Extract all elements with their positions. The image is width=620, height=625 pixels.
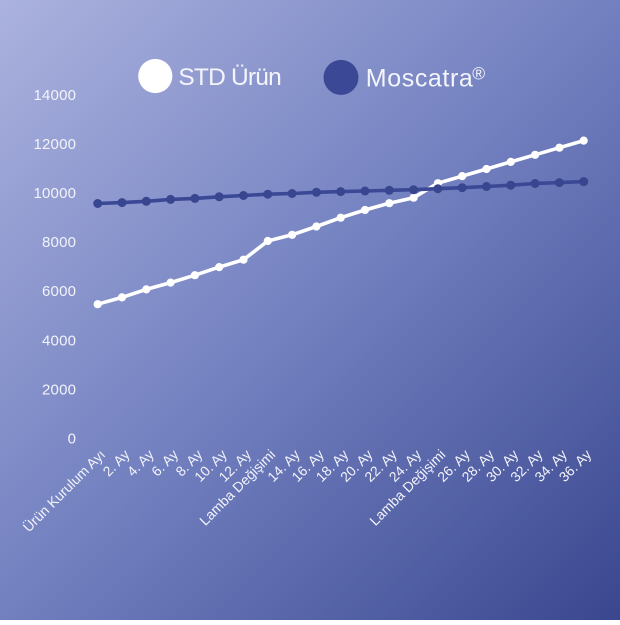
svg-text:STD Ürün: STD Ürün: [178, 64, 281, 91]
svg-text:8000: 8000: [42, 234, 76, 251]
svg-text:®: ®: [472, 64, 485, 84]
svg-text:Ürün Kurulum Ayı: Ürün Kurulum Ayı: [19, 446, 108, 535]
svg-text:2000: 2000: [42, 381, 76, 398]
svg-text:Moscatra: Moscatra: [366, 64, 474, 92]
svg-text:12000: 12000: [33, 136, 76, 153]
svg-text:14000: 14000: [33, 87, 76, 104]
svg-text:0: 0: [68, 430, 77, 447]
svg-text:10000: 10000: [33, 185, 76, 202]
svg-text:6000: 6000: [42, 283, 76, 300]
svg-text:4000: 4000: [42, 332, 76, 349]
